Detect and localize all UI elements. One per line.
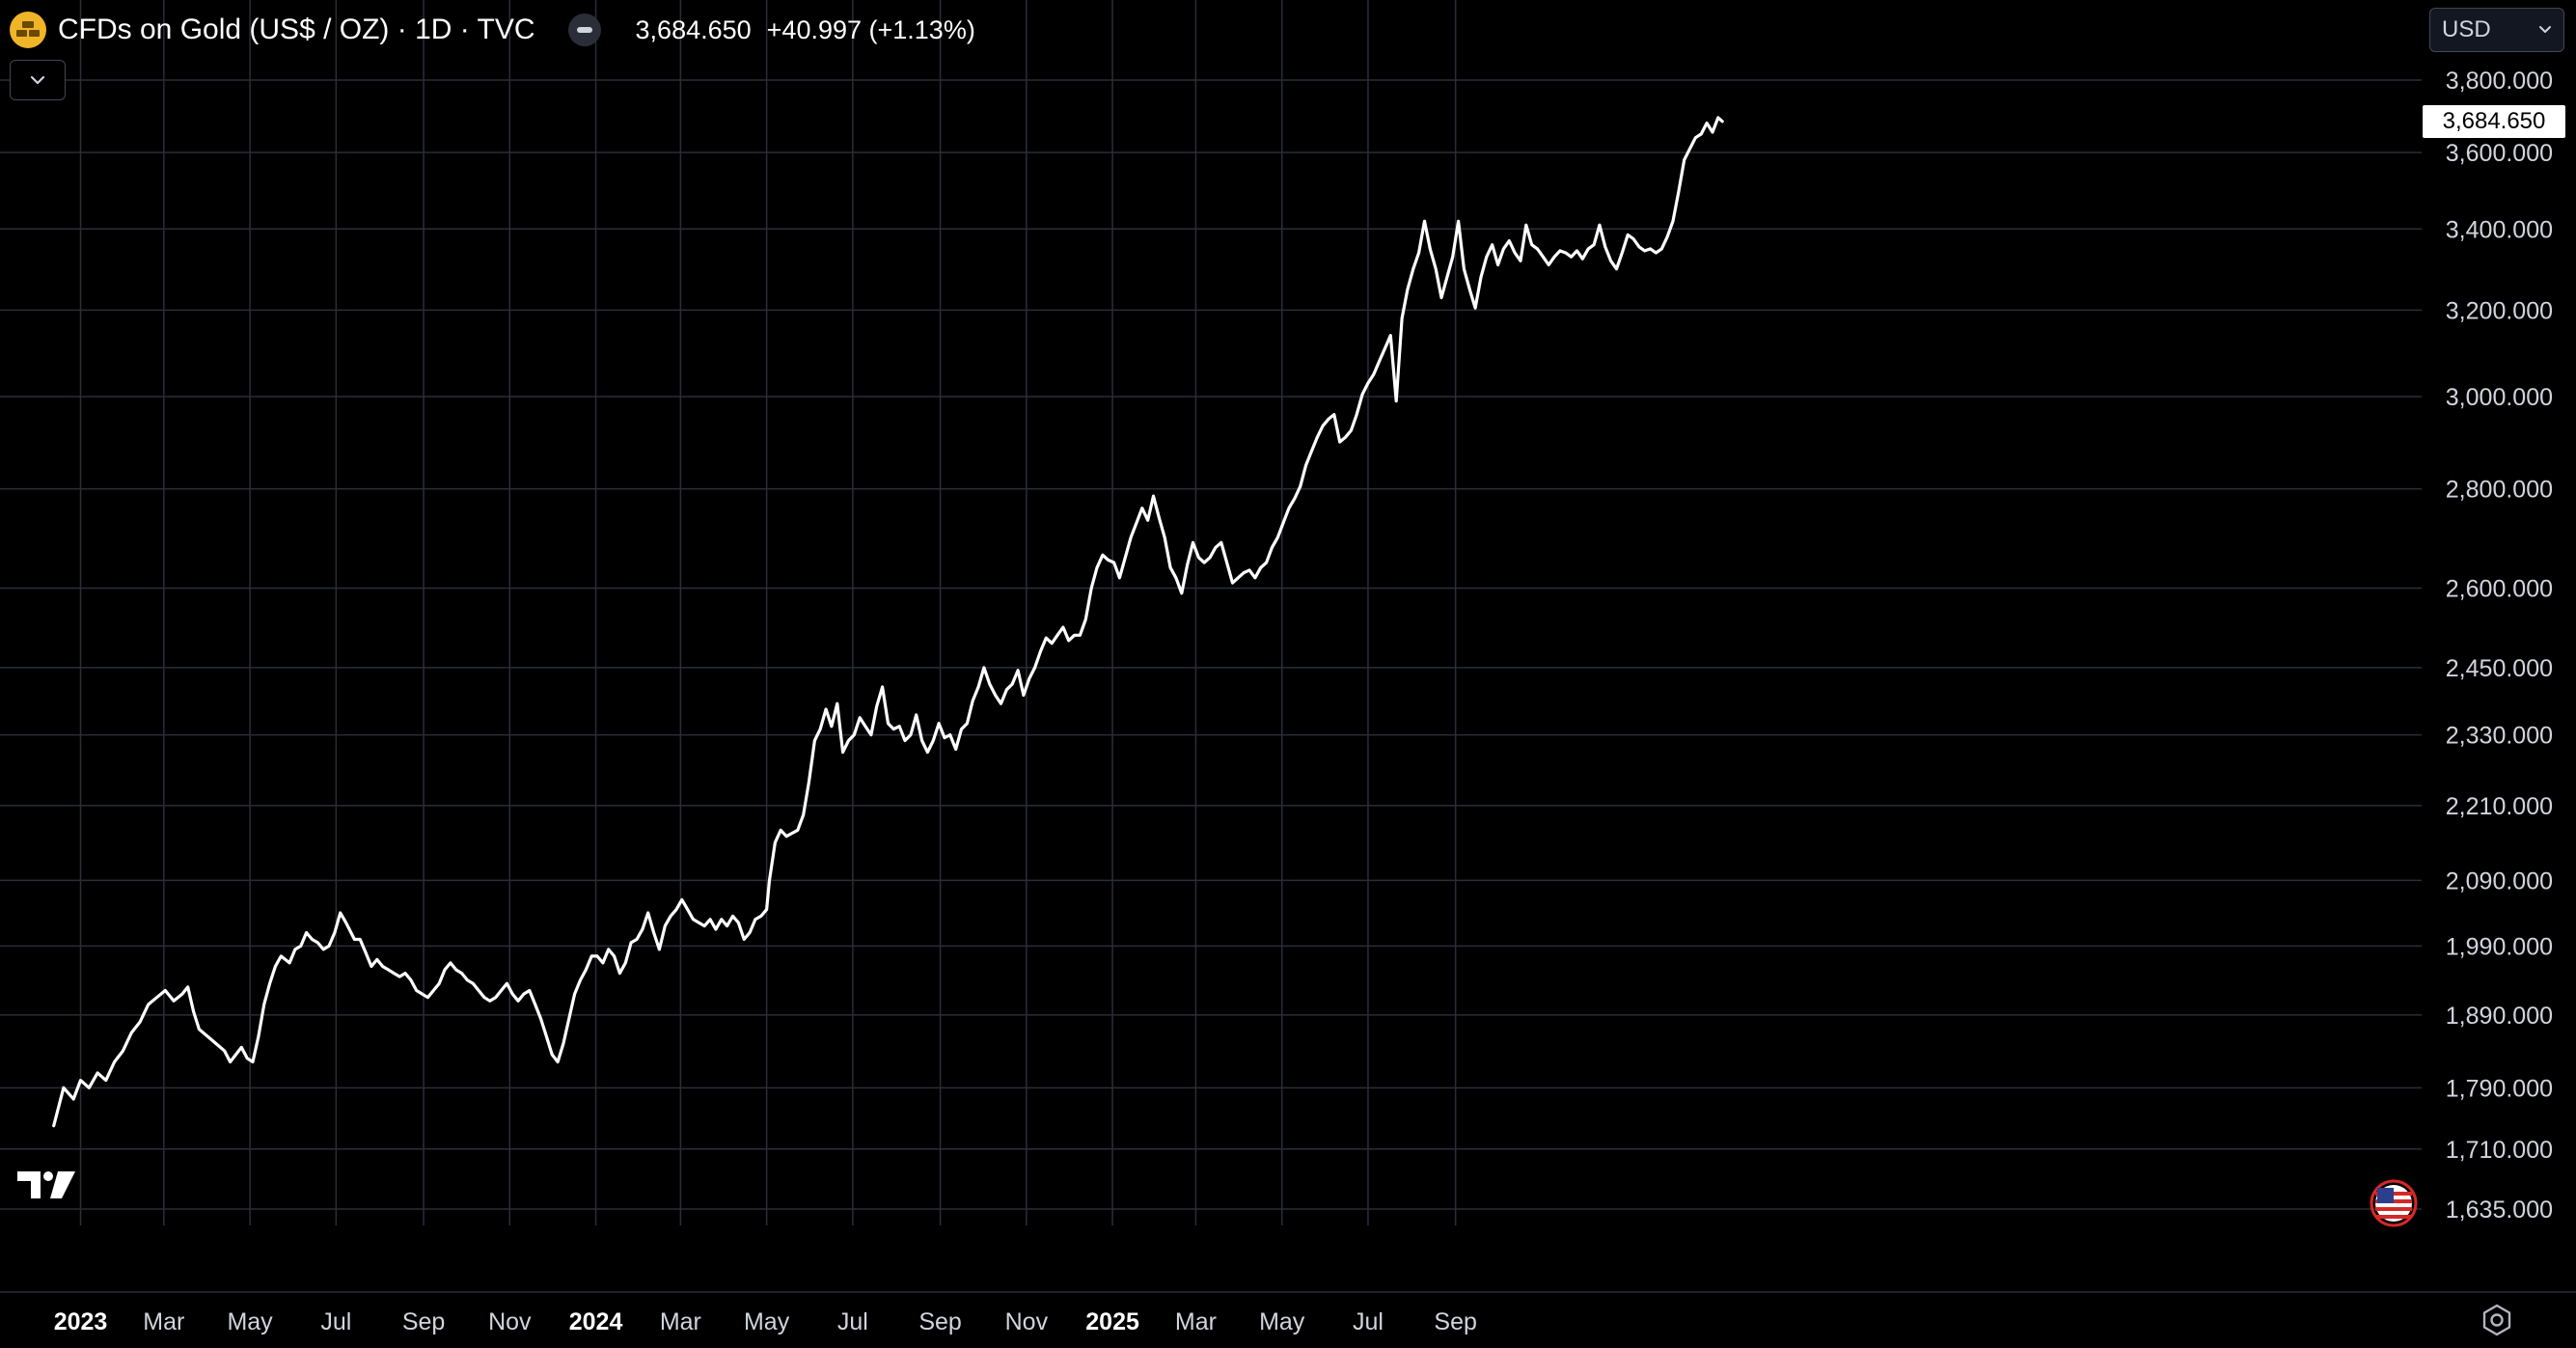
price-change: +40.997 (+1.13%) [766, 14, 975, 44]
gold-bars-icon[interactable] [10, 12, 46, 48]
y-tick-label: 2,210.000 [2446, 793, 2553, 820]
x-tick-label: 2025 [1085, 1308, 1139, 1335]
symbol-title[interactable]: CFDs on Gold (US$ / OZ) · 1D · TVC [58, 14, 535, 45]
y-tick-label: 3,200.000 [2446, 297, 2553, 324]
y-tick-label: 3,600.000 [2446, 140, 2553, 167]
time-axis[interactable]: 2023 Mar May Jul Sep Nov 2024 Mar May Jul Sep Nov 20… [0, 1291, 2576, 1335]
x-tick-label: Mar [143, 1308, 184, 1335]
legend-collapse-button[interactable] [10, 60, 66, 100]
currency-select[interactable]: USD [2429, 8, 2564, 52]
x-tick-label: Jul [1353, 1308, 1384, 1335]
y-tick-label: 2,800.000 [2446, 477, 2553, 504]
x-tick-label: Sep [1434, 1308, 1476, 1335]
x-tick-label: Jul [837, 1308, 868, 1335]
x-tick-label: Nov [488, 1308, 532, 1335]
settings-gear-icon[interactable] [2480, 1303, 2514, 1337]
y-tick-label: 2,330.000 [2446, 723, 2553, 750]
y-tick-label: 3,000.000 [2446, 384, 2553, 411]
tradingview-logo-icon[interactable] [15, 1168, 77, 1202]
y-tick-label: 2,600.000 [2446, 575, 2553, 602]
x-tick-label: Mar [660, 1308, 701, 1335]
y-tick-label: 1,635.000 [2446, 1197, 2553, 1224]
y-tick-label: 2,450.000 [2446, 655, 2553, 682]
y-tick-label: 3,400.000 [2446, 216, 2553, 243]
x-tick-label: Mar [1175, 1308, 1217, 1335]
x-tick-label: Jul [320, 1308, 351, 1335]
last-price-tag: 3,684.650 [2423, 105, 2565, 138]
price-axis[interactable]: 3,800.000 3,600.000 3,400.000 3,200.000 3,00… [2446, 68, 2553, 1224]
x-tick-label: Sep [402, 1308, 445, 1335]
x-tick-label: Nov [1005, 1308, 1049, 1335]
y-tick-label: 3,800.000 [2446, 68, 2553, 95]
market-status-icon[interactable] [567, 14, 601, 46]
price-series-line[interactable] [52, 116, 1724, 1128]
chevron-down-icon [2539, 26, 2551, 33]
last-price: 3,684.650 [635, 14, 752, 44]
x-tick-label: May [744, 1308, 790, 1335]
chevron-down-icon [30, 75, 45, 85]
x-tick-label: 2023 [54, 1308, 108, 1335]
x-tick-label: May [1259, 1308, 1305, 1335]
x-tick-label: May [227, 1308, 273, 1335]
grid-lines [0, 0, 2422, 1225]
y-tick-label: 1,790.000 [2446, 1075, 2553, 1102]
legend-header: CFDs on Gold (US$ / OZ) · 1D · TVC 3,684… [10, 10, 975, 50]
y-tick-label: 1,990.000 [2446, 933, 2553, 960]
currency-label: USD [2442, 16, 2491, 42]
x-tick-label: 2024 [569, 1308, 623, 1335]
x-tick-label: Sep [918, 1308, 961, 1335]
y-tick-label: 1,710.000 [2446, 1137, 2553, 1164]
y-tick-label: 2,090.000 [2446, 867, 2553, 894]
us-flag-icon[interactable] [2370, 1179, 2418, 1227]
y-tick-label: 1,890.000 [2446, 1003, 2553, 1030]
price-line-layer [52, 116, 1724, 1128]
